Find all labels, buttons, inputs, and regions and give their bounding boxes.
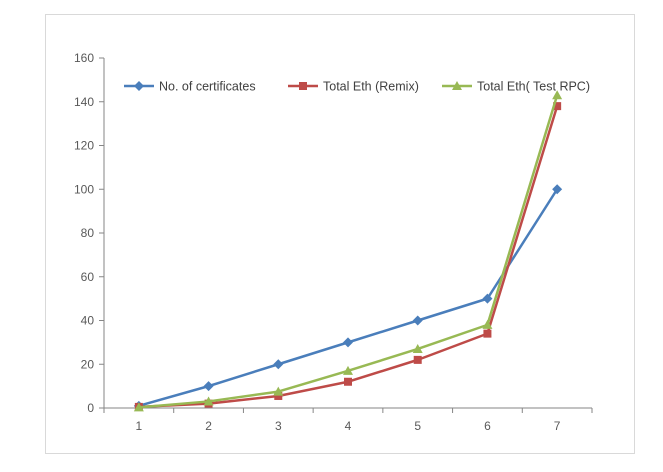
data-point-series-1 xyxy=(552,184,563,195)
data-point-series-2 xyxy=(413,355,422,364)
x-tick-label: 3 xyxy=(275,419,282,433)
legend-label-2: Total Eth (Remix) xyxy=(323,80,419,94)
x-tick-label: 6 xyxy=(484,419,491,433)
data-point-series-2 xyxy=(344,377,352,386)
legend-marker-1 xyxy=(134,81,144,91)
series-line-2 xyxy=(138,105,559,409)
data-point-series-3 xyxy=(343,365,353,375)
y-tick-label: 120 xyxy=(74,139,94,153)
y-tick-label: 100 xyxy=(74,182,94,196)
data-point-series-3 xyxy=(133,402,144,412)
x-tick-label: 5 xyxy=(414,419,421,433)
y-tick-label: 80 xyxy=(81,226,95,240)
data-point-series-2 xyxy=(483,329,492,338)
legend-label-1: No. of certificates xyxy=(159,80,256,94)
y-tick-label: 20 xyxy=(81,357,95,371)
y-tick-label: 40 xyxy=(81,314,95,328)
data-point-series-1 xyxy=(412,315,423,326)
y-tick-label: 0 xyxy=(87,401,94,415)
data-point-series-2 xyxy=(274,391,283,400)
data-point-series-3 xyxy=(482,319,493,329)
series-line-3 xyxy=(138,94,559,409)
data-point-series-1 xyxy=(343,337,353,348)
x-tick-label: 7 xyxy=(554,419,561,433)
x-tick-label: 4 xyxy=(345,419,352,433)
data-point-series-1 xyxy=(273,359,284,370)
legend-label-3: Total Eth( Test RPC) xyxy=(477,80,590,94)
chart-frame xyxy=(45,14,635,454)
data-point-series-3 xyxy=(412,343,423,353)
y-tick-label: 60 xyxy=(81,270,95,284)
y-tick-label: 160 xyxy=(74,51,94,65)
y-tick-label: 140 xyxy=(74,95,94,109)
legend-marker-2 xyxy=(299,82,307,90)
data-point-series-1 xyxy=(203,381,214,392)
data-point-series-3 xyxy=(273,386,284,396)
data-point-series-3 xyxy=(203,396,214,406)
data-point-series-3 xyxy=(552,90,563,100)
x-tick-label: 1 xyxy=(136,419,143,433)
x-tick-label: 2 xyxy=(205,419,212,433)
data-point-series-2 xyxy=(553,102,562,111)
data-point-series-1 xyxy=(482,293,493,304)
legend-marker-3 xyxy=(452,81,462,90)
